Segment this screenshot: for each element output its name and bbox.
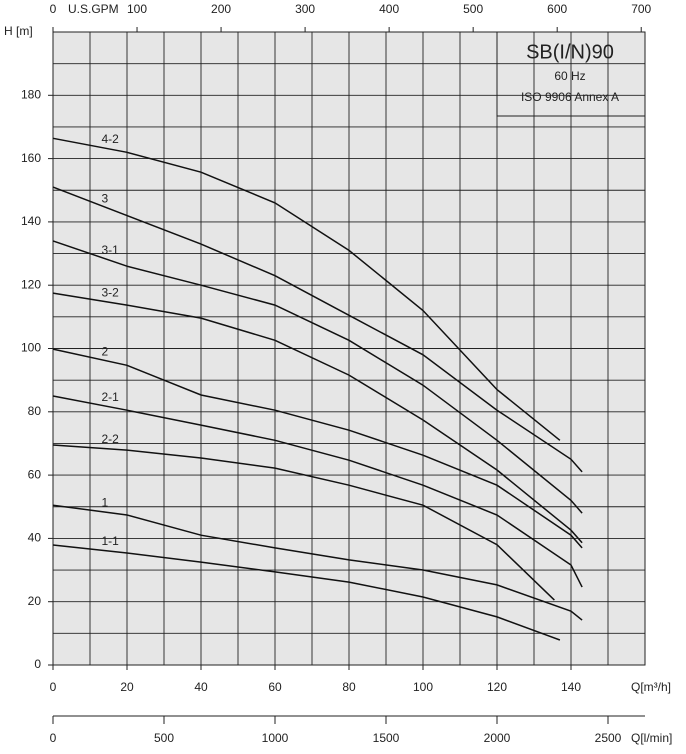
x2-tick-label: 400: [379, 2, 399, 16]
x2-tick-label: 700: [631, 2, 651, 16]
x3-tick-label: 500: [154, 731, 174, 745]
y-tick-label: 100: [21, 341, 41, 355]
y-tick-label: 0: [34, 657, 41, 671]
pump-curve: [52, 544, 561, 641]
pump-curve: [52, 395, 583, 588]
curve-label: 3-1: [102, 243, 120, 257]
x-tick-label: 20: [120, 680, 134, 694]
curve-label: 2-1: [102, 390, 120, 404]
x3-tick-label: 2500: [595, 731, 622, 745]
x2-tick-label: 600: [547, 2, 567, 16]
x3-tick-label: 0: [50, 731, 57, 745]
x-axis-label: Q[m³/h]: [631, 680, 671, 694]
curve-label: 1: [102, 496, 109, 510]
pump-curve: [52, 292, 583, 544]
x-tick-label: 140: [561, 680, 581, 694]
pump-curve: [52, 504, 583, 621]
curve-label: 3-2: [102, 285, 120, 299]
x3-axis-label: Q[l/min]: [631, 731, 672, 745]
curve-label: 4-2: [102, 132, 120, 146]
x2-tick-label: 200: [211, 2, 231, 16]
y-axis-label: H [m]: [4, 24, 33, 38]
x-tick-label: 100: [413, 680, 433, 694]
curve-label: 1-1: [102, 534, 120, 548]
pump-curve: [52, 348, 583, 549]
info-title: SB(I/N)90: [526, 41, 614, 63]
pump-curve: [52, 240, 583, 514]
y-tick-label: 20: [28, 594, 42, 608]
y-tick-label: 180: [21, 87, 41, 101]
x-tick-label: 40: [194, 680, 208, 694]
x3-tick-label: 1000: [262, 731, 289, 745]
y-tick-label: 160: [21, 151, 41, 165]
curve-label: 2-2: [102, 432, 120, 446]
x3-tick-label: 2000: [484, 731, 511, 745]
x2-tick-label: 100: [127, 2, 147, 16]
info-standard: ISO 9906 Annex A: [521, 90, 619, 104]
x2-tick-label: 500: [463, 2, 483, 16]
pump-curve: [52, 444, 555, 601]
x2-axis-label: U.S.GPM: [68, 2, 119, 16]
x-tick-label: 80: [342, 680, 356, 694]
y-tick-label: 140: [21, 214, 41, 228]
x-tick-label: 0: [50, 680, 57, 694]
y-tick-label: 40: [28, 531, 42, 545]
y-tick-label: 60: [28, 467, 42, 481]
x2-tick-label: 0: [50, 2, 57, 16]
curve-label: 2: [102, 344, 109, 358]
curve-label: 3: [102, 192, 109, 206]
x-tick-label: 60: [268, 680, 282, 694]
pump-curve: [52, 186, 583, 473]
y-tick-label: 120: [21, 277, 41, 291]
x2-tick-label: 300: [295, 2, 315, 16]
y-tick-label: 80: [28, 404, 42, 418]
info-freq: 60 Hz: [554, 69, 585, 83]
pump-curve: [52, 137, 561, 441]
x3-tick-label: 1500: [373, 731, 400, 745]
x-tick-label: 120: [487, 680, 507, 694]
